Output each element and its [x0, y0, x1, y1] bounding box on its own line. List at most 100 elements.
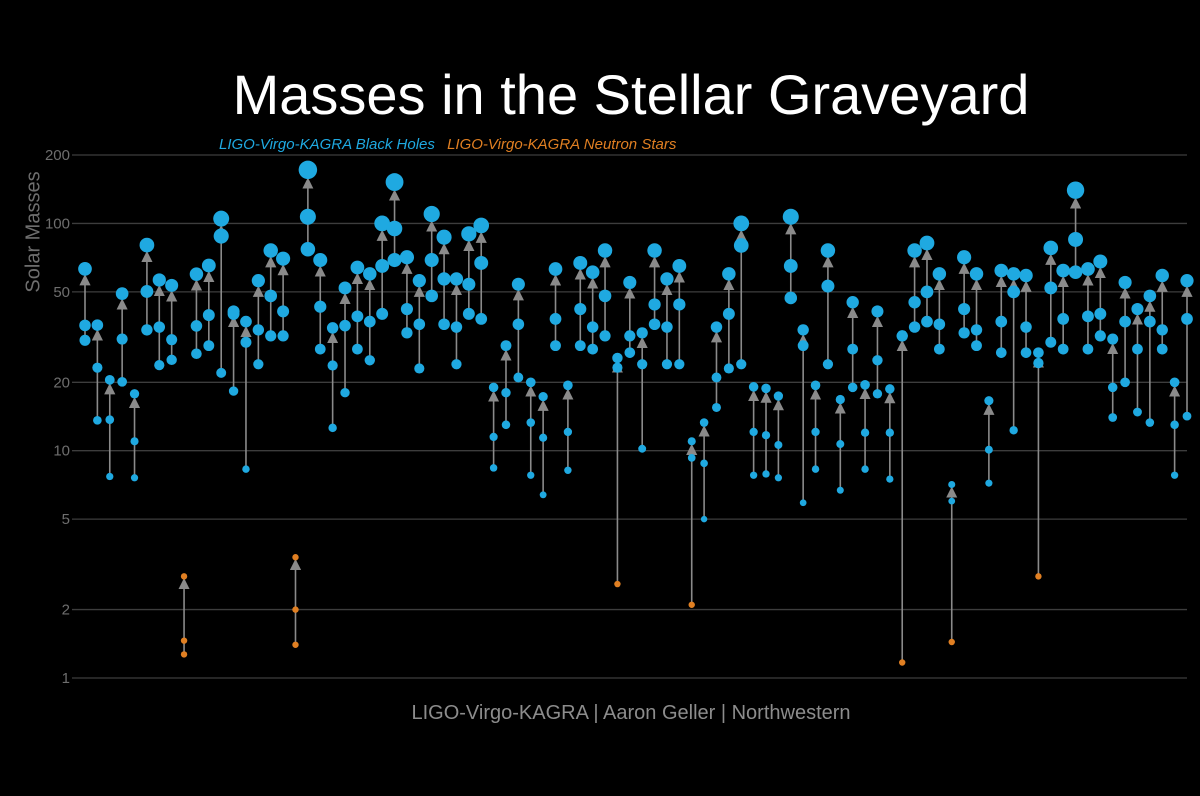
- black-hole-remnant-point: [932, 267, 947, 281]
- black-hole-point: [1120, 377, 1130, 388]
- black-hole-point: [836, 440, 845, 449]
- black-hole-point: [749, 427, 758, 437]
- black-hole-remnant-point: [948, 480, 956, 489]
- black-hole-point: [253, 359, 264, 370]
- y-tick-label: 100: [45, 215, 70, 232]
- black-hole-point: [624, 347, 636, 358]
- black-hole-remnant-point: [338, 281, 352, 295]
- black-hole-remnant-point: [129, 389, 140, 399]
- black-hole-point: [264, 289, 278, 303]
- black-hole-remnant-point: [984, 396, 994, 406]
- black-hole-point: [1133, 407, 1142, 417]
- black-hole-point: [908, 321, 921, 333]
- black-hole-point: [549, 313, 562, 325]
- black-hole-remnant-point: [399, 250, 415, 265]
- black-hole-point: [79, 334, 91, 346]
- black-hole-point: [1094, 330, 1106, 342]
- black-hole-point: [116, 333, 128, 345]
- black-hole-remnant-point: [449, 272, 464, 286]
- black-hole-remnant-point: [263, 243, 278, 258]
- black-hole-remnant-point: [1056, 263, 1070, 278]
- black-hole-remnant-point: [623, 275, 637, 290]
- black-hole-remnant-point: [313, 253, 328, 268]
- black-hole-point: [513, 372, 524, 383]
- black-hole-point: [921, 315, 933, 328]
- black-hole-point: [154, 360, 165, 371]
- black-hole-remnant-point: [326, 322, 339, 334]
- black-hole-remnant-point: [1006, 267, 1021, 281]
- black-hole-point: [386, 220, 403, 237]
- black-hole-remnant-point: [538, 391, 548, 402]
- black-hole-point: [908, 296, 921, 309]
- black-hole-remnant-point: [994, 263, 1009, 278]
- black-hole-point: [1144, 315, 1156, 328]
- black-hole-point: [886, 475, 894, 483]
- black-hole-remnant-point: [782, 208, 799, 225]
- black-hole-point: [648, 318, 661, 331]
- black-hole-remnant-point: [1093, 254, 1108, 269]
- black-hole-point: [1181, 313, 1193, 325]
- black-hole-point: [970, 324, 983, 336]
- black-hole-point: [1170, 471, 1179, 479]
- black-hole-remnant-point: [957, 250, 972, 265]
- black-hole-point: [700, 515, 708, 523]
- black-hole-remnant-point: [548, 262, 563, 276]
- black-hole-point: [1132, 343, 1143, 355]
- black-hole-remnant-point: [500, 340, 512, 352]
- black-hole-point: [1082, 310, 1094, 323]
- black-hole-point: [637, 359, 648, 370]
- black-hole-remnant-point: [78, 262, 92, 276]
- black-hole-point: [885, 428, 894, 437]
- black-hole-remnant-point: [152, 273, 166, 287]
- black-hole-remnant-point: [91, 319, 104, 331]
- black-hole-point: [574, 302, 587, 316]
- black-hole-remnant-point: [201, 258, 216, 273]
- black-hole-point: [749, 471, 758, 479]
- black-hole-remnant-point: [761, 383, 771, 394]
- black-hole-point: [1044, 281, 1058, 295]
- black-hole-remnant-point: [189, 267, 204, 281]
- black-hole-point: [587, 343, 599, 355]
- black-hole-remnant-point: [1081, 262, 1095, 276]
- neutron-star-point: [948, 638, 955, 646]
- black-hole-remnant-point: [1155, 268, 1169, 283]
- y-tick-label: 10: [53, 443, 70, 460]
- black-hole-point: [564, 466, 572, 475]
- black-hole-point: [401, 327, 413, 339]
- black-hole-remnant-point: [710, 321, 723, 333]
- black-hole-remnant-point: [846, 296, 859, 309]
- black-hole-remnant-point: [227, 307, 240, 320]
- black-hole-point: [872, 389, 883, 399]
- black-hole-point: [242, 465, 250, 473]
- black-hole-remnant-point: [473, 217, 490, 234]
- black-hole-point: [474, 255, 489, 270]
- black-hole-point: [687, 454, 696, 462]
- black-hole-remnant-point: [412, 274, 426, 288]
- black-hole-remnant-point: [733, 215, 750, 232]
- black-hole-remnant-point: [115, 287, 129, 300]
- black-hole-point: [599, 330, 611, 342]
- black-hole-point: [1033, 357, 1044, 369]
- black-hole-point: [489, 432, 498, 442]
- black-hole-point: [512, 318, 525, 331]
- black-hole-point: [1082, 343, 1094, 355]
- black-hole-point: [352, 343, 363, 355]
- black-hole-point: [213, 228, 229, 244]
- black-hole-point: [1068, 231, 1084, 247]
- black-hole-remnant-point: [374, 215, 391, 232]
- black-hole-point: [784, 291, 798, 305]
- black-hole-point: [166, 354, 177, 366]
- black-hole-point: [462, 277, 476, 291]
- black-hole-point: [414, 363, 425, 374]
- black-hole-point: [860, 428, 870, 437]
- black-hole-remnant-point: [1118, 275, 1132, 290]
- black-hole-remnant-point: [773, 391, 784, 401]
- black-hole-point: [387, 253, 402, 268]
- black-hole-point: [661, 321, 673, 333]
- black-hole-point: [191, 348, 202, 360]
- black-hole-point: [673, 298, 686, 311]
- black-hole-point: [958, 302, 971, 316]
- black-hole-point: [375, 259, 390, 273]
- black-hole-point: [277, 330, 289, 342]
